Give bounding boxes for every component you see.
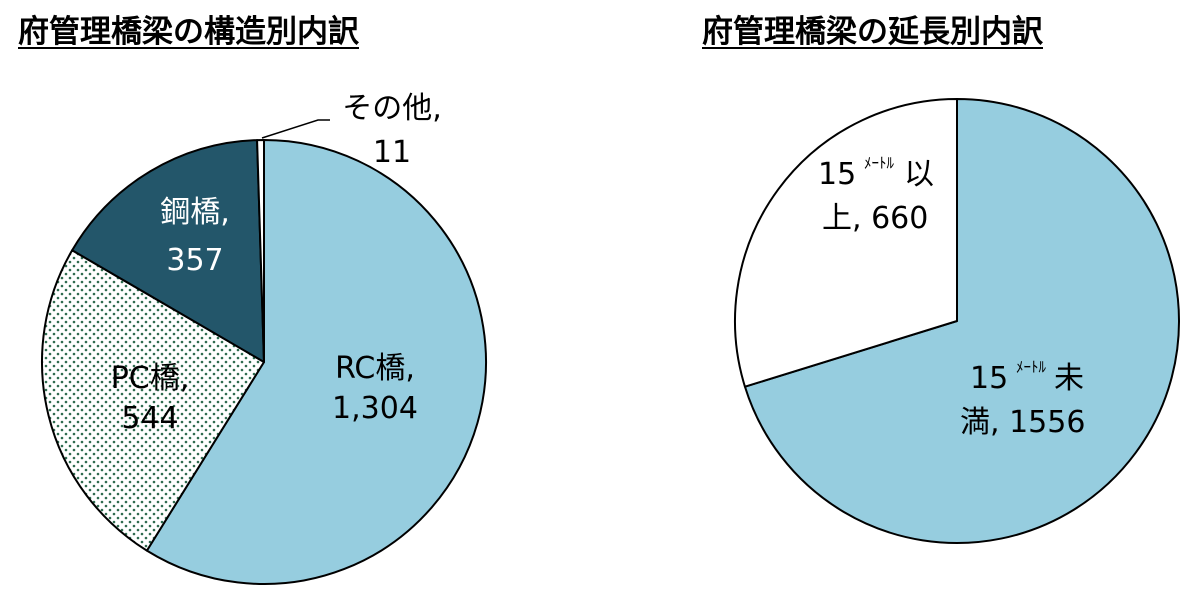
pie-length — [734, 98, 1180, 544]
leader-line-other — [261, 119, 330, 139]
pie-structure — [41, 139, 487, 585]
label-under15m-line1: 15 ﾒｰﾄﾙ未 — [970, 358, 1084, 396]
length-slice-1 — [734, 98, 958, 388]
label-pc-value: 544 — [121, 401, 178, 436]
label-pc-name: PC橋, — [111, 361, 190, 396]
chart-title-structure: 府管理橋梁の構造別内訳 — [18, 14, 359, 50]
chart-title-length: 府管理橋梁の延長別内訳 — [702, 14, 1043, 50]
label-over15m-line2: 上, 660 — [822, 201, 928, 236]
structure-slice-0 — [145, 139, 487, 585]
label-other-value: 11 — [373, 135, 411, 170]
label-steel-name: 鋼橋, — [160, 195, 230, 230]
structure-slice-3 — [256, 139, 265, 363]
label-steel-value: 357 — [166, 243, 223, 278]
label-over15m-line1: 15 ﾒｰﾄﾙ以 — [818, 154, 934, 192]
structure-slice-1 — [41, 249, 265, 552]
label-rc-value: 1,304 — [332, 391, 418, 426]
length-slice-0 — [743, 98, 1180, 544]
label-under15m-line2: 満, 1556 — [960, 405, 1085, 440]
label-other-name: その他, — [342, 91, 442, 126]
structure-slice-2 — [71, 139, 265, 363]
label-rc-name: RC橋, — [335, 351, 415, 386]
